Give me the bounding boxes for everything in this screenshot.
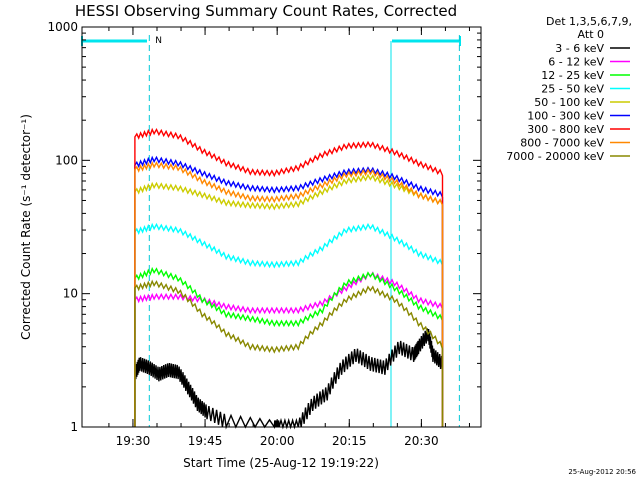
- y-tick-label: 1000: [47, 20, 78, 34]
- plot-frame: [81, 26, 482, 428]
- legend-entry-label: 800 - 7000 keV: [520, 137, 604, 150]
- legend-entry-label: 25 - 50 keV: [541, 83, 604, 96]
- legend-entry-label: 6 - 12 keV: [548, 56, 604, 69]
- series-line-2: [134, 266, 444, 427]
- series-line-6: [134, 127, 444, 427]
- generation-timestamp: 25-Aug-2012 20:56: [568, 468, 636, 476]
- legend-header-line-1: Det 1,3,5,6,7,9,: [546, 15, 632, 28]
- axes: [81, 26, 482, 428]
- x-axis-label: Start Time (25-Aug-12 19:19:22): [183, 456, 379, 470]
- series-line-4: [134, 173, 444, 427]
- y-tick-label: 100: [55, 153, 78, 167]
- x-axis-ticks: 19:30 19:45 20:00 20:15 20:30: [108, 27, 470, 448]
- series-line-1: [134, 271, 444, 427]
- legend-entry-label: 50 - 100 keV: [534, 96, 604, 109]
- legend-entry-label: 100 - 300 keV: [527, 110, 604, 123]
- legend-header-line-2: Att 0: [578, 28, 604, 41]
- x-tick-label: 19:45: [188, 434, 223, 448]
- time-markers: N: [148, 35, 460, 427]
- series-line-3: [134, 222, 444, 427]
- x-tick-label: 19:30: [116, 434, 151, 448]
- legend-entry-label: 300 - 800 keV: [527, 123, 604, 136]
- y-tick-label: 10: [63, 287, 78, 301]
- chart-title: HESSI Observing Summary Count Rates, Cor…: [75, 2, 457, 20]
- x-tick-label: 20:00: [260, 434, 295, 448]
- legend-entry-label: 3 - 6 keV: [555, 42, 604, 55]
- legend-entry-label: 7000 - 20000 keV: [506, 150, 604, 163]
- y-tick-label: 1: [70, 420, 78, 434]
- series-line-7: [134, 160, 444, 427]
- x-tick-label: 20:15: [332, 434, 367, 448]
- y-axis-label: Corrected Count Rate (s⁻¹ detector⁻¹): [19, 114, 33, 340]
- annotation-n: N: [155, 36, 162, 46]
- legend-entry-label: 12 - 25 keV: [541, 69, 604, 82]
- series-line-8: [134, 279, 444, 427]
- series-line-5: [134, 155, 444, 427]
- x-tick-label: 20:30: [404, 434, 439, 448]
- y-axis-ticks: 1 10 100 1000: [47, 20, 481, 434]
